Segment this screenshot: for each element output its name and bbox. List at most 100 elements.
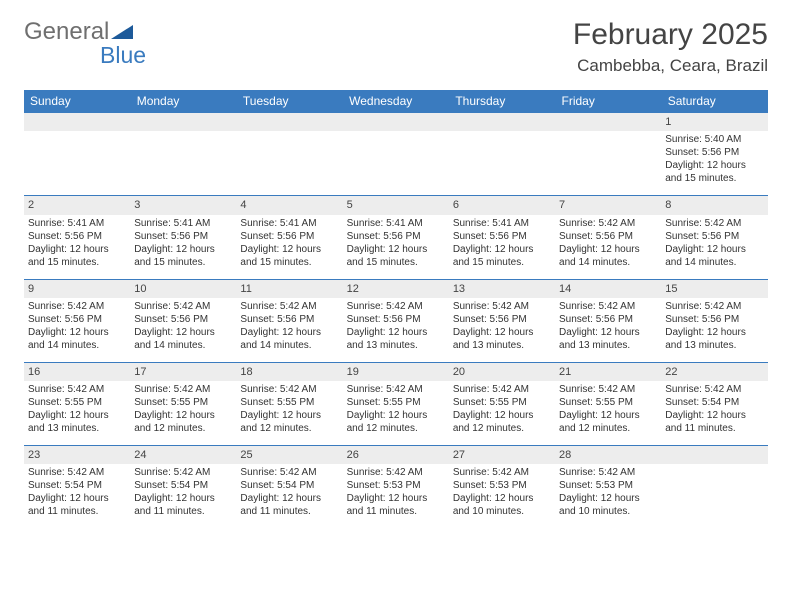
- daylight-text: Daylight: 12 hours and 12 minutes.: [559, 409, 657, 435]
- sunset-text: Sunset: 5:56 PM: [559, 230, 657, 243]
- sunrise-text: Sunrise: 5:42 AM: [134, 383, 232, 396]
- day-details: [449, 131, 555, 193]
- day-details: [343, 131, 449, 193]
- sunset-text: Sunset: 5:56 PM: [28, 230, 126, 243]
- daylight-text: Daylight: 12 hours and 11 minutes.: [347, 492, 445, 518]
- sunrise-text: Sunrise: 5:42 AM: [240, 466, 338, 479]
- daylight-text: Daylight: 12 hours and 15 minutes.: [453, 243, 551, 269]
- sunrise-text: Sunrise: 5:42 AM: [453, 300, 551, 313]
- day-details: Sunrise: 5:42 AMSunset: 5:56 PMDaylight:…: [236, 298, 342, 362]
- sunset-text: Sunset: 5:55 PM: [347, 396, 445, 409]
- title-block: February 2025 Cambebba, Ceara, Brazil: [573, 18, 768, 76]
- calendar-week-row: 1Sunrise: 5:40 AMSunset: 5:56 PMDaylight…: [24, 113, 768, 196]
- calendar-day-cell: 1Sunrise: 5:40 AMSunset: 5:56 PMDaylight…: [661, 113, 767, 196]
- daylight-text: Daylight: 12 hours and 12 minutes.: [347, 409, 445, 435]
- sunset-text: Sunset: 5:53 PM: [453, 479, 551, 492]
- day-number: 21: [555, 363, 661, 381]
- daylight-text: Daylight: 12 hours and 11 minutes.: [28, 492, 126, 518]
- calendar-day-cell: [449, 113, 555, 196]
- daylight-text: Daylight: 12 hours and 13 minutes.: [347, 326, 445, 352]
- day-details: Sunrise: 5:42 AMSunset: 5:56 PMDaylight:…: [555, 298, 661, 362]
- weekday-header: Tuesday: [236, 90, 342, 113]
- sunrise-text: Sunrise: 5:42 AM: [665, 300, 763, 313]
- calendar-day-cell: 5Sunrise: 5:41 AMSunset: 5:56 PMDaylight…: [343, 196, 449, 279]
- day-details: Sunrise: 5:42 AMSunset: 5:55 PMDaylight:…: [449, 381, 555, 445]
- weekday-header: Sunday: [24, 90, 130, 113]
- sunset-text: Sunset: 5:56 PM: [134, 230, 232, 243]
- day-number: [236, 113, 342, 131]
- calendar-week-row: 9Sunrise: 5:42 AMSunset: 5:56 PMDaylight…: [24, 279, 768, 362]
- day-details: Sunrise: 5:42 AMSunset: 5:54 PMDaylight:…: [24, 464, 130, 528]
- day-details: [236, 131, 342, 193]
- calendar-day-cell: 6Sunrise: 5:41 AMSunset: 5:56 PMDaylight…: [449, 196, 555, 279]
- sunrise-text: Sunrise: 5:42 AM: [28, 383, 126, 396]
- sunrise-text: Sunrise: 5:42 AM: [28, 300, 126, 313]
- day-details: Sunrise: 5:41 AMSunset: 5:56 PMDaylight:…: [130, 215, 236, 279]
- day-number: 10: [130, 280, 236, 298]
- calendar-day-cell: 27Sunrise: 5:42 AMSunset: 5:53 PMDayligh…: [449, 446, 555, 529]
- sunrise-text: Sunrise: 5:42 AM: [559, 383, 657, 396]
- day-details: Sunrise: 5:42 AMSunset: 5:56 PMDaylight:…: [661, 215, 767, 279]
- sunset-text: Sunset: 5:54 PM: [665, 396, 763, 409]
- sunrise-text: Sunrise: 5:42 AM: [559, 466, 657, 479]
- day-number: [661, 446, 767, 464]
- calendar-day-cell: 13Sunrise: 5:42 AMSunset: 5:56 PMDayligh…: [449, 279, 555, 362]
- sunset-text: Sunset: 5:54 PM: [28, 479, 126, 492]
- day-number: [130, 113, 236, 131]
- day-number: 8: [661, 196, 767, 214]
- day-details: Sunrise: 5:42 AMSunset: 5:53 PMDaylight:…: [449, 464, 555, 528]
- sunset-text: Sunset: 5:56 PM: [240, 230, 338, 243]
- sunrise-text: Sunrise: 5:42 AM: [665, 217, 763, 230]
- sunset-text: Sunset: 5:56 PM: [665, 313, 763, 326]
- day-number: 9: [24, 280, 130, 298]
- daylight-text: Daylight: 12 hours and 11 minutes.: [240, 492, 338, 518]
- sunset-text: Sunset: 5:56 PM: [347, 230, 445, 243]
- day-details: Sunrise: 5:42 AMSunset: 5:55 PMDaylight:…: [236, 381, 342, 445]
- day-details: Sunrise: 5:42 AMSunset: 5:55 PMDaylight:…: [24, 381, 130, 445]
- calendar-day-cell: [343, 113, 449, 196]
- day-details: [661, 464, 767, 526]
- calendar-week-row: 2Sunrise: 5:41 AMSunset: 5:56 PMDaylight…: [24, 196, 768, 279]
- day-number: 4: [236, 196, 342, 214]
- calendar-table: Sunday Monday Tuesday Wednesday Thursday…: [24, 90, 768, 528]
- day-details: Sunrise: 5:41 AMSunset: 5:56 PMDaylight:…: [449, 215, 555, 279]
- calendar-day-cell: 18Sunrise: 5:42 AMSunset: 5:55 PMDayligh…: [236, 362, 342, 445]
- calendar-day-cell: 22Sunrise: 5:42 AMSunset: 5:54 PMDayligh…: [661, 362, 767, 445]
- logo: General Blue: [24, 18, 146, 69]
- weekday-header: Saturday: [661, 90, 767, 113]
- daylight-text: Daylight: 12 hours and 13 minutes.: [559, 326, 657, 352]
- logo-text-1: General: [24, 18, 109, 46]
- day-number: [555, 113, 661, 131]
- day-details: Sunrise: 5:41 AMSunset: 5:56 PMDaylight:…: [24, 215, 130, 279]
- day-number: 24: [130, 446, 236, 464]
- day-details: Sunrise: 5:42 AMSunset: 5:56 PMDaylight:…: [130, 298, 236, 362]
- day-details: [555, 131, 661, 193]
- day-details: Sunrise: 5:42 AMSunset: 5:56 PMDaylight:…: [661, 298, 767, 362]
- sunrise-text: Sunrise: 5:42 AM: [134, 300, 232, 313]
- daylight-text: Daylight: 12 hours and 15 minutes.: [665, 159, 763, 185]
- calendar-day-cell: 8Sunrise: 5:42 AMSunset: 5:56 PMDaylight…: [661, 196, 767, 279]
- month-title: February 2025: [573, 18, 768, 52]
- sunset-text: Sunset: 5:56 PM: [134, 313, 232, 326]
- day-details: [24, 131, 130, 193]
- sunrise-text: Sunrise: 5:42 AM: [240, 383, 338, 396]
- calendar-day-cell: 23Sunrise: 5:42 AMSunset: 5:54 PMDayligh…: [24, 446, 130, 529]
- sunset-text: Sunset: 5:56 PM: [453, 230, 551, 243]
- calendar-day-cell: 14Sunrise: 5:42 AMSunset: 5:56 PMDayligh…: [555, 279, 661, 362]
- day-number: 2: [24, 196, 130, 214]
- sunset-text: Sunset: 5:56 PM: [240, 313, 338, 326]
- daylight-text: Daylight: 12 hours and 10 minutes.: [453, 492, 551, 518]
- calendar-day-cell: 7Sunrise: 5:42 AMSunset: 5:56 PMDaylight…: [555, 196, 661, 279]
- day-details: Sunrise: 5:42 AMSunset: 5:56 PMDaylight:…: [343, 298, 449, 362]
- day-number: 11: [236, 280, 342, 298]
- day-number: 17: [130, 363, 236, 381]
- day-details: Sunrise: 5:42 AMSunset: 5:56 PMDaylight:…: [449, 298, 555, 362]
- daylight-text: Daylight: 12 hours and 10 minutes.: [559, 492, 657, 518]
- weekday-header-row: Sunday Monday Tuesday Wednesday Thursday…: [24, 90, 768, 113]
- sunrise-text: Sunrise: 5:42 AM: [453, 383, 551, 396]
- logo-text-2: Blue: [100, 42, 146, 69]
- calendar-day-cell: 17Sunrise: 5:42 AMSunset: 5:55 PMDayligh…: [130, 362, 236, 445]
- sunrise-text: Sunrise: 5:42 AM: [665, 383, 763, 396]
- calendar-day-cell: 24Sunrise: 5:42 AMSunset: 5:54 PMDayligh…: [130, 446, 236, 529]
- sunset-text: Sunset: 5:56 PM: [453, 313, 551, 326]
